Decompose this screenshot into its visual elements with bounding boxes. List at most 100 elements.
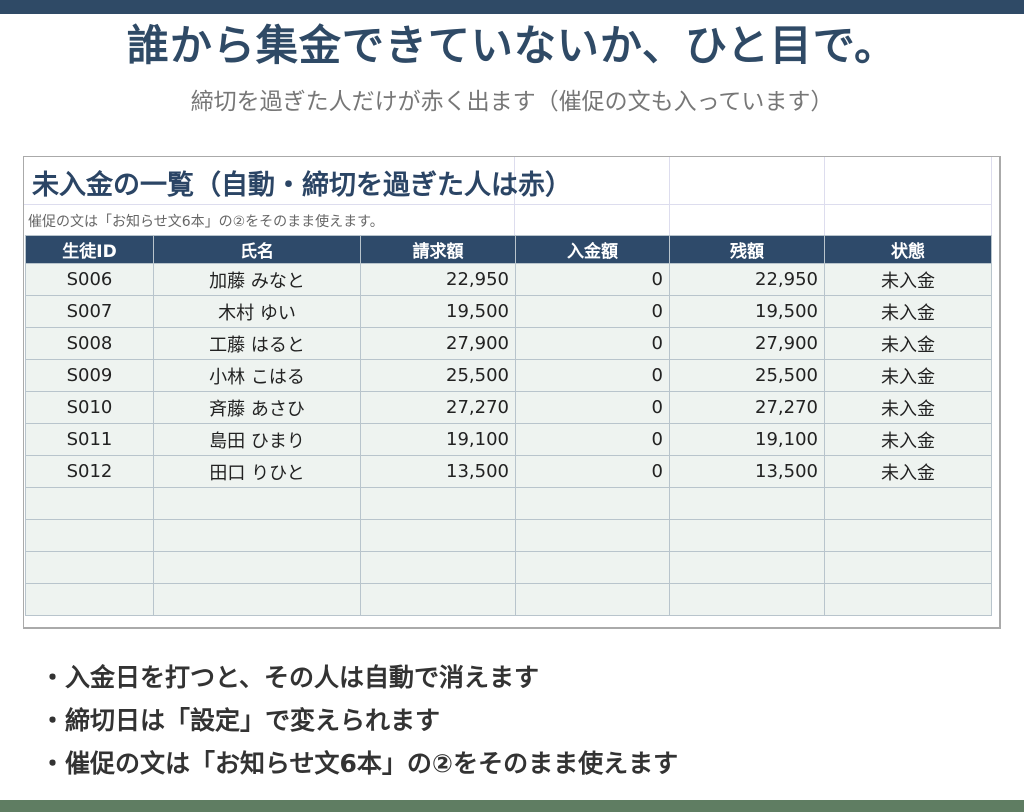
empty-cell — [25, 487, 154, 520]
empty-cell — [153, 519, 361, 552]
column-header: 状態 — [824, 235, 992, 264]
page-title: 誰から集金できていないか、ひと目で。 — [126, 21, 898, 70]
cell: 未入金 — [824, 455, 992, 488]
cell: 27,900 — [360, 327, 516, 360]
header-row: 生徒ID 氏名 請求額 入金額 残額 状態 — [25, 235, 992, 264]
cell: 13,500 — [669, 455, 825, 488]
cell: 加藤 みなと — [153, 263, 361, 296]
empty-cell — [824, 519, 992, 552]
table: 生徒ID 氏名 請求額 入金額 残額 状態 S006 加藤 みなと 22,950 0 22,950… — [25, 235, 992, 616]
cell: 19,500 — [669, 295, 825, 328]
cell: 田口 りひと — [153, 455, 361, 488]
table-row: S010 斉藤 あさひ 27,270 0 27,270 未入金 — [25, 391, 992, 424]
cell-border — [514, 157, 515, 235]
column-header: 請求額 — [360, 235, 516, 264]
cell: S007 — [25, 295, 154, 328]
cell: 25,500 — [360, 359, 516, 392]
empty-row — [25, 583, 992, 616]
cell: 未入金 — [824, 423, 992, 456]
cell: 斉藤 あさひ — [153, 391, 361, 424]
cell: S009 — [25, 359, 154, 392]
empty-cell — [25, 551, 154, 584]
cell: 27,270 — [669, 391, 825, 424]
cell: 0 — [515, 423, 670, 456]
table-row: S006 加藤 みなと 22,950 0 22,950 未入金 — [25, 263, 992, 296]
table-row: S012 田口 りひと 13,500 0 13,500 未入金 — [25, 455, 992, 488]
empty-cell — [360, 551, 516, 584]
empty-cell — [515, 551, 670, 584]
cell: 0 — [515, 455, 670, 488]
bottom-bar — [0, 800, 1024, 812]
sheet-title: 未入金の一覧（自動・締切を過ぎた人は赤） — [32, 170, 572, 201]
empty-cell — [360, 487, 516, 520]
table-body: S006 加藤 みなと 22,950 0 22,950 未入金 S007 木村 ゆい 19,50… — [25, 263, 992, 616]
cell: 島田 ひまり — [153, 423, 361, 456]
empty-row — [25, 487, 992, 520]
empty-cell — [515, 519, 670, 552]
cell: 27,900 — [669, 327, 825, 360]
cell: 0 — [515, 391, 670, 424]
empty-row — [25, 551, 992, 584]
cell: S006 — [25, 263, 154, 296]
empty-cell — [824, 583, 992, 616]
table-row: S007 木村 ゆい 19,500 0 19,500 未入金 — [25, 295, 992, 328]
empty-cell — [153, 551, 361, 584]
cell: 19,500 — [360, 295, 516, 328]
empty-row — [25, 519, 992, 552]
cell-border — [824, 157, 825, 235]
column-header: 入金額 — [515, 235, 670, 264]
cell: 19,100 — [669, 423, 825, 456]
empty-cell — [25, 519, 154, 552]
cell: 19,100 — [360, 423, 516, 456]
empty-cell — [669, 583, 825, 616]
cell: S012 — [25, 455, 154, 488]
cell: 0 — [515, 295, 670, 328]
cell: 25,500 — [669, 359, 825, 392]
empty-cell — [824, 551, 992, 584]
cell: 工藤 はると — [153, 327, 361, 360]
empty-cell — [153, 583, 361, 616]
cell: 未入金 — [824, 263, 992, 296]
cell: S010 — [25, 391, 154, 424]
cell-border — [24, 204, 992, 205]
empty-cell — [153, 487, 361, 520]
bullet: ・入金日を打つと、その人は自動で消えます — [40, 663, 540, 692]
cell: 22,950 — [669, 263, 825, 296]
cell: 13,500 — [360, 455, 516, 488]
table-row: S011 島田 ひまり 19,100 0 19,100 未入金 — [25, 423, 992, 456]
empty-cell — [360, 583, 516, 616]
cell: 0 — [515, 359, 670, 392]
empty-cell — [360, 519, 516, 552]
cell: 未入金 — [824, 327, 992, 360]
empty-cell — [515, 487, 670, 520]
cell: 未入金 — [824, 295, 992, 328]
bullet: ・締切日は「設定」で変えられます — [40, 706, 441, 735]
cell-border — [669, 157, 670, 235]
bullet: ・催促の文は「お知らせ文6本」の②をそのまま使えます — [40, 749, 679, 778]
empty-cell — [669, 487, 825, 520]
empty-cell — [669, 551, 825, 584]
page-subtitle: 締切を過ぎた人だけが赤く出ます（催促の文も入っています） — [190, 89, 834, 115]
top-bar — [0, 0, 1024, 14]
empty-cell — [824, 487, 992, 520]
table-row: S008 工藤 はると 27,900 0 27,900 未入金 — [25, 327, 992, 360]
cell: S011 — [25, 423, 154, 456]
spreadsheet: 未入金の一覧（自動・締切を過ぎた人は赤） 催促の文は「お知らせ文6本」の②をその… — [23, 156, 1001, 629]
sheet-note: 催促の文は「お知らせ文6本」の②をそのまま使えます。 — [28, 214, 384, 230]
column-header: 生徒ID — [25, 235, 154, 264]
empty-cell — [669, 519, 825, 552]
column-header: 氏名 — [153, 235, 361, 264]
cell: 未入金 — [824, 391, 992, 424]
empty-cell — [515, 583, 670, 616]
cell: S008 — [25, 327, 154, 360]
cell: 未入金 — [824, 359, 992, 392]
cell: 木村 ゆい — [153, 295, 361, 328]
column-header: 残額 — [669, 235, 825, 264]
cell: 22,950 — [360, 263, 516, 296]
table-row: S009 小林 こはる 25,500 0 25,500 未入金 — [25, 359, 992, 392]
cell-border — [991, 157, 992, 235]
empty-cell — [25, 583, 154, 616]
cell: 27,270 — [360, 391, 516, 424]
cell: 0 — [515, 327, 670, 360]
